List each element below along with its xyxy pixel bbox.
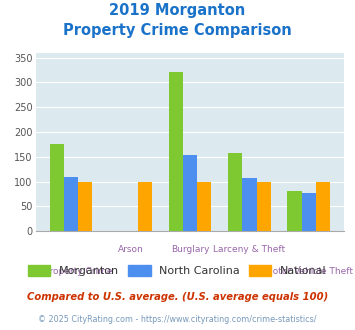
Text: 2019 Morganton: 2019 Morganton: [109, 3, 246, 18]
Bar: [316, 182, 330, 231]
Bar: [50, 144, 64, 231]
Bar: [288, 191, 302, 231]
Bar: [169, 72, 183, 231]
Legend: Morganton, North Carolina, National: Morganton, North Carolina, National: [28, 265, 327, 276]
Bar: [228, 153, 242, 231]
Text: Burglary: Burglary: [171, 245, 209, 254]
Bar: [78, 182, 92, 231]
Bar: [197, 182, 211, 231]
Text: Motor Vehicle Theft: Motor Vehicle Theft: [265, 267, 353, 276]
Text: Larceny & Theft: Larceny & Theft: [213, 245, 285, 254]
Bar: [257, 182, 271, 231]
Text: © 2025 CityRating.com - https://www.cityrating.com/crime-statistics/: © 2025 CityRating.com - https://www.city…: [38, 315, 317, 324]
Bar: [183, 155, 197, 231]
Text: Arson: Arson: [118, 245, 143, 254]
Bar: [242, 178, 257, 231]
Bar: [138, 182, 152, 231]
Bar: [302, 193, 316, 231]
Text: Property Crime Comparison: Property Crime Comparison: [63, 23, 292, 38]
Text: Compared to U.S. average. (U.S. average equals 100): Compared to U.S. average. (U.S. average …: [27, 292, 328, 302]
Bar: [64, 177, 78, 231]
Text: All Property Crime: All Property Crime: [30, 267, 112, 276]
